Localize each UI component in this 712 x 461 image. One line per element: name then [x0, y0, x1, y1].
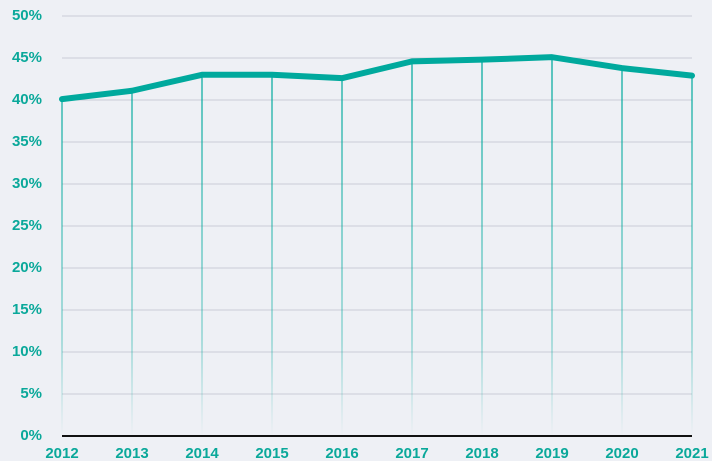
series-line — [59, 54, 695, 103]
y-tick-label: 0% — [20, 427, 42, 444]
x-tick-label: 2012 — [45, 445, 78, 461]
x-tick-label: 2019 — [535, 445, 568, 461]
y-tick-label: 10% — [12, 343, 42, 360]
y-tick-label: 30% — [12, 175, 42, 192]
x-tick-label: 2013 — [115, 445, 148, 461]
y-tick-label: 45% — [12, 49, 42, 66]
y-tick-label: 5% — [20, 385, 42, 402]
x-tick-label: 2020 — [605, 445, 638, 461]
x-tick-label: 2017 — [395, 445, 428, 461]
x-tick-label: 2014 — [185, 445, 219, 461]
y-tick-label: 25% — [12, 217, 42, 234]
y-tick-label: 40% — [12, 91, 42, 108]
x-tick-label: 2016 — [325, 445, 358, 461]
x-tick-label: 2018 — [465, 445, 498, 461]
y-tick-label: 20% — [12, 259, 42, 276]
y-tick-label: 35% — [12, 133, 42, 150]
x-tick-label: 2015 — [255, 445, 288, 461]
y-tick-label: 15% — [12, 301, 42, 318]
y-tick-label: 50% — [12, 7, 42, 24]
x-tick-label: 2021 — [675, 445, 708, 461]
